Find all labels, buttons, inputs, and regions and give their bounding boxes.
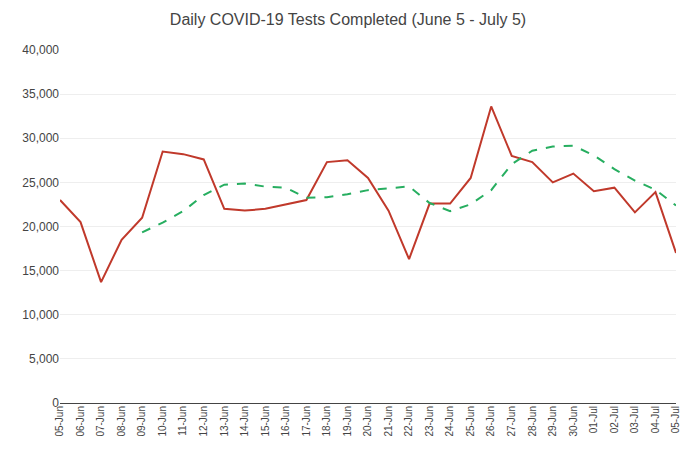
svg-text:28-Jun: 28-Jun bbox=[527, 406, 538, 437]
svg-text:24-Jun: 24-Jun bbox=[444, 406, 455, 437]
svg-text:05-Jun: 05-Jun bbox=[54, 406, 65, 437]
svg-text:35,000: 35,000 bbox=[22, 87, 59, 101]
svg-text:20,000: 20,000 bbox=[22, 220, 59, 234]
svg-text:21-Jun: 21-Jun bbox=[383, 406, 394, 437]
svg-text:06-Jun: 06-Jun bbox=[75, 406, 86, 437]
svg-text:16-Jun: 16-Jun bbox=[280, 406, 291, 437]
svg-text:19-Jun: 19-Jun bbox=[342, 406, 353, 437]
svg-text:26-Jun: 26-Jun bbox=[485, 406, 496, 437]
svg-text:27-Jun: 27-Jun bbox=[506, 406, 517, 437]
svg-text:08-Jun: 08-Jun bbox=[116, 406, 127, 437]
svg-text:13-Jun: 13-Jun bbox=[219, 406, 230, 437]
svg-text:18-Jun: 18-Jun bbox=[321, 406, 332, 437]
svg-text:12-Jun: 12-Jun bbox=[198, 406, 209, 437]
svg-text:15,000: 15,000 bbox=[22, 264, 59, 278]
svg-text:5,000: 5,000 bbox=[29, 352, 59, 366]
svg-text:15-Jun: 15-Jun bbox=[260, 406, 271, 437]
svg-text:40,000: 40,000 bbox=[22, 43, 59, 57]
svg-text:10-Jun: 10-Jun bbox=[157, 406, 168, 437]
svg-text:30-Jun: 30-Jun bbox=[568, 406, 579, 437]
svg-text:03-Jul: 03-Jul bbox=[629, 406, 640, 433]
svg-text:09-Jun: 09-Jun bbox=[136, 406, 147, 437]
svg-text:25,000: 25,000 bbox=[22, 176, 59, 190]
svg-text:Daily COVID-19 Tests Completed: Daily COVID-19 Tests Completed (June 5 -… bbox=[170, 11, 526, 28]
svg-text:02-Jul: 02-Jul bbox=[609, 406, 620, 433]
svg-text:23-Jun: 23-Jun bbox=[424, 406, 435, 437]
svg-text:04-Jul: 04-Jul bbox=[650, 406, 661, 433]
svg-text:17-Jun: 17-Jun bbox=[301, 406, 312, 437]
svg-text:01-Jul: 01-Jul bbox=[588, 406, 599, 433]
svg-text:20-Jun: 20-Jun bbox=[362, 406, 373, 437]
svg-text:07-Jun: 07-Jun bbox=[95, 406, 106, 437]
svg-text:0: 0 bbox=[52, 396, 59, 410]
svg-text:10,000: 10,000 bbox=[22, 308, 59, 322]
svg-text:11-Jun: 11-Jun bbox=[177, 406, 188, 436]
svg-text:30,000: 30,000 bbox=[22, 131, 59, 145]
svg-text:05-Jul: 05-Jul bbox=[670, 406, 681, 433]
svg-text:25-Jun: 25-Jun bbox=[465, 406, 476, 437]
svg-text:14-Jun: 14-Jun bbox=[239, 406, 250, 437]
svg-text:22-Jun: 22-Jun bbox=[403, 406, 414, 437]
svg-text:29-Jun: 29-Jun bbox=[547, 406, 558, 437]
